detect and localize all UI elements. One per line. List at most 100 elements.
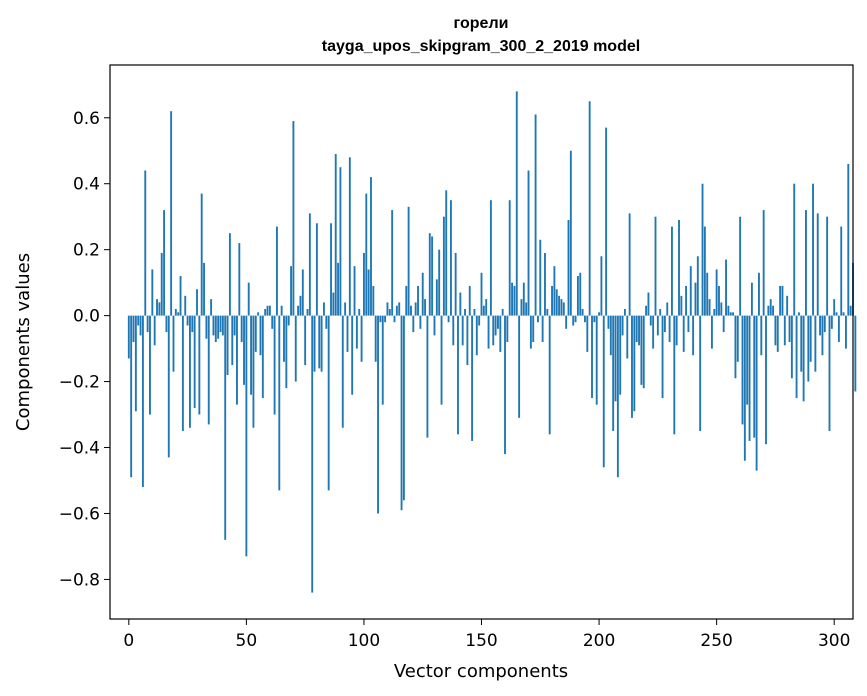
bar [259,315,262,356]
bar [240,315,243,342]
bar [325,315,328,329]
bar [694,282,697,316]
bar [513,285,516,316]
x-tick-label: 200 [583,631,615,651]
bar [661,315,664,399]
bar [492,315,495,346]
bar [732,312,735,316]
bar [536,315,539,323]
bar [772,305,774,316]
bar [243,315,245,385]
bar [268,305,271,316]
bar [722,315,725,333]
bar [353,266,356,316]
bar [755,315,758,471]
bar [172,315,175,372]
bar [158,302,161,316]
bar [386,302,389,316]
bar [285,315,288,389]
bar [710,315,713,349]
bar [341,315,344,428]
bar [609,315,612,356]
bar [313,315,316,372]
bar [619,315,622,395]
bar [534,114,537,316]
bar [809,315,812,362]
bar [819,315,822,336]
y-tick-label: 0.6 [73,109,100,129]
y-tick-label: 0.0 [73,307,100,327]
bar [301,269,304,316]
bar [562,302,565,316]
bar [753,315,756,438]
bar [428,233,431,316]
bar [816,213,819,316]
bar [449,200,452,316]
bar [532,315,535,342]
bar [614,315,617,402]
bar [367,269,370,316]
bar [478,315,481,326]
y-tick-label: −0.2 [59,373,100,393]
bar [457,315,459,435]
bar [417,285,419,316]
bar [595,315,598,405]
bar [847,163,850,316]
bar [680,295,683,316]
bar [395,305,398,316]
bar [633,315,636,412]
bar [334,154,337,316]
bar [339,167,342,316]
bar [706,272,709,316]
bar [758,272,760,316]
bar [506,315,509,342]
y-tick-label: −0.6 [59,504,100,524]
bar [137,315,140,326]
bar [247,282,250,316]
bar [306,309,309,316]
bar [797,312,800,316]
bar [581,309,584,316]
bar [435,279,438,316]
bar [421,272,424,316]
bar [703,226,706,316]
bar [287,315,290,326]
bar [701,183,704,316]
bar [713,309,716,316]
bar [177,312,180,316]
bar [219,315,222,333]
bar [638,315,640,346]
bar [304,315,307,366]
bar [551,285,553,316]
bar [854,315,857,392]
plot-frame [109,64,854,620]
bar [485,299,488,316]
bar [654,216,657,316]
bar [783,315,786,346]
bar [134,315,137,412]
bar [431,236,434,316]
bar [645,305,648,316]
bar [252,315,255,428]
bar [184,295,187,316]
bar [299,295,302,316]
bar [358,309,361,316]
bar [675,315,678,346]
bar [840,226,843,316]
bar [381,315,384,405]
bar [337,262,340,316]
bar [203,262,205,316]
y-tick-label: −0.4 [59,439,100,459]
bar [236,315,238,405]
bar [612,315,615,432]
bar [539,239,542,316]
bar [130,315,133,478]
y-axis-ticks: −0.8 −0.6 −0.4 −0.2 0.0 0.2 0.4 0.6 [59,109,110,590]
bar [623,309,626,316]
bar [447,315,450,323]
bar [226,315,229,375]
bar [290,266,292,316]
bar [776,315,779,352]
bar [558,295,561,316]
bar [419,315,422,329]
